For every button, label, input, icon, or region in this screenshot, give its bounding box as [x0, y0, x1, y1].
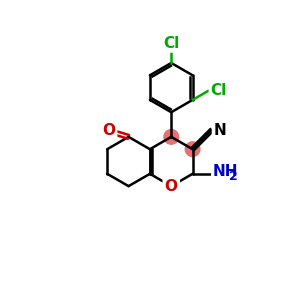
Text: O: O	[102, 123, 115, 138]
Text: Cl: Cl	[210, 83, 226, 98]
Circle shape	[185, 142, 200, 157]
Text: Cl: Cl	[163, 36, 179, 51]
Text: NH: NH	[213, 164, 238, 179]
Circle shape	[164, 130, 178, 144]
Text: 2: 2	[229, 169, 238, 183]
Text: O: O	[165, 178, 178, 194]
Text: N: N	[213, 122, 226, 137]
